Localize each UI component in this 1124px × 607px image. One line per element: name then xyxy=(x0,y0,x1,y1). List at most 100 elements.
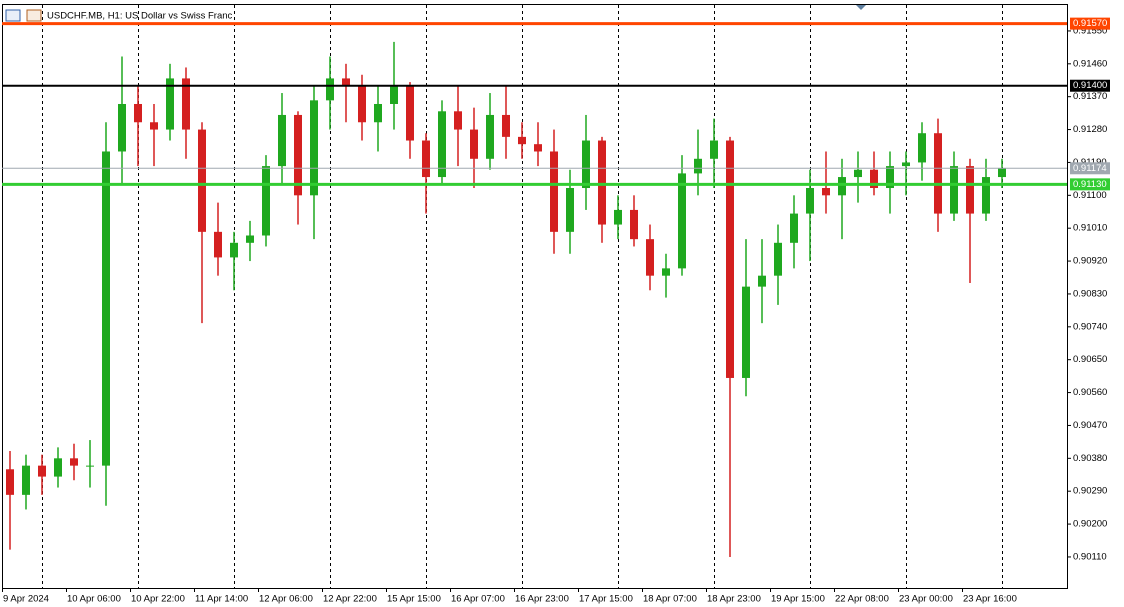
y-tick-label: 0.91100 xyxy=(1073,190,1107,201)
candle-body xyxy=(86,465,94,467)
candle-body xyxy=(438,111,446,178)
y-tick-label: 0.90830 xyxy=(1073,288,1107,299)
candle-body xyxy=(102,151,110,466)
candle-body xyxy=(198,129,206,232)
candle-body xyxy=(166,78,174,130)
candle-body xyxy=(934,133,942,214)
candle-body xyxy=(598,140,606,225)
candle-body xyxy=(182,78,190,130)
candle-body xyxy=(246,235,254,243)
x-tick-label: 15 Apr 15:00 xyxy=(387,594,441,605)
candle-body xyxy=(6,469,14,495)
chart-title: USDCHF.MB, H1: US Dollar vs Swiss Franc xyxy=(47,11,233,22)
level-label-box xyxy=(1070,79,1110,92)
candle-body xyxy=(310,100,318,196)
candle-body xyxy=(326,78,334,101)
x-tick-label: 11 Apr 14:00 xyxy=(195,594,248,605)
candle-body xyxy=(678,173,686,269)
y-tick-label: 0.90110 xyxy=(1073,551,1107,562)
candle-body xyxy=(150,122,158,130)
candle-body xyxy=(982,177,990,214)
candle-body xyxy=(262,166,270,236)
candle-body xyxy=(454,111,462,130)
candle-body xyxy=(630,209,638,240)
candle-body xyxy=(902,162,910,167)
candle-body xyxy=(726,140,734,378)
y-tick-label: 0.90560 xyxy=(1073,387,1107,398)
toolbar-icons xyxy=(5,9,42,22)
icon xyxy=(5,9,21,22)
candle-body xyxy=(854,169,862,178)
y-tick-label: 0.91010 xyxy=(1073,223,1107,234)
level-label-box xyxy=(1070,178,1110,191)
x-tick-label: 18 Apr 07:00 xyxy=(643,594,697,605)
candle-body xyxy=(870,169,878,189)
y-tick-label: 0.90290 xyxy=(1073,486,1107,497)
x-tick-label: 22 Apr 08:00 xyxy=(835,594,889,605)
x-tick-label: 9 Apr 2024 xyxy=(3,594,49,605)
x-tick-label: 12 Apr 22:00 xyxy=(323,594,377,605)
x-tick-label: 18 Apr 23:00 xyxy=(707,594,761,605)
candle-body xyxy=(790,213,798,243)
candle-body xyxy=(214,231,222,258)
level-label-box xyxy=(1070,162,1110,175)
candle-body xyxy=(486,114,494,159)
candle-body xyxy=(342,78,350,86)
candle-body xyxy=(118,103,126,152)
x-tick-label: 23 Apr 00:00 xyxy=(899,594,953,605)
candle-body xyxy=(550,151,558,232)
x-tick-label: 10 Apr 22:00 xyxy=(131,594,185,605)
candle-body xyxy=(406,85,414,141)
level-label: 0.91570 xyxy=(1073,18,1107,29)
icon xyxy=(26,9,42,22)
level-label-box xyxy=(1070,17,1110,30)
candle-body xyxy=(582,140,590,189)
candle-body xyxy=(422,140,430,178)
y-tick-label: 0.90650 xyxy=(1073,354,1107,365)
candle-body xyxy=(134,103,142,123)
candle-body xyxy=(374,103,382,123)
y-tick-label: 0.90920 xyxy=(1073,256,1107,267)
y-tick-label: 0.91460 xyxy=(1073,58,1107,69)
candle-body xyxy=(294,114,302,196)
candle-body xyxy=(774,242,782,276)
level-label: 0.91130 xyxy=(1073,179,1107,190)
candle-body xyxy=(230,242,238,258)
x-tick-label: 16 Apr 23:00 xyxy=(515,594,569,605)
candle-body xyxy=(710,140,718,159)
candle-body xyxy=(886,166,894,189)
candle-body xyxy=(518,136,526,145)
candle-body xyxy=(390,85,398,104)
candle-body xyxy=(566,188,574,232)
y-tick-label: 0.91550 xyxy=(1073,25,1107,36)
y-tick-label: 0.90200 xyxy=(1073,519,1107,530)
candle-body xyxy=(614,209,622,225)
candle-body xyxy=(822,188,830,196)
candle-body xyxy=(998,168,1006,178)
x-tick-label: 17 Apr 15:00 xyxy=(579,594,633,605)
x-tick-label: 16 Apr 07:00 xyxy=(451,594,505,605)
y-tick-label: 0.91280 xyxy=(1073,124,1107,135)
candle-body xyxy=(918,133,926,163)
candle-body xyxy=(742,286,750,378)
y-tick-label: 0.90740 xyxy=(1073,321,1107,332)
candle-body xyxy=(694,158,702,174)
level-label: 0.91400 xyxy=(1073,80,1107,91)
level-label: 0.91174 xyxy=(1073,163,1107,174)
candle-body xyxy=(358,85,366,123)
candle-body xyxy=(966,166,974,214)
candle-body xyxy=(838,177,846,196)
x-tick-label: 12 Apr 06:00 xyxy=(259,594,313,605)
shift-marker xyxy=(856,5,866,10)
x-tick-label: 19 Apr 15:00 xyxy=(771,594,825,605)
y-tick-label: 0.90470 xyxy=(1073,420,1107,431)
x-tick-label: 23 Apr 16:00 xyxy=(963,594,1017,605)
candle-body xyxy=(534,144,542,152)
candle-body xyxy=(38,465,46,477)
y-tick-label: 0.90380 xyxy=(1073,453,1107,464)
candle-body xyxy=(278,114,286,167)
candle-body xyxy=(70,458,78,466)
candle-body xyxy=(758,275,766,287)
candle-body xyxy=(22,465,30,495)
